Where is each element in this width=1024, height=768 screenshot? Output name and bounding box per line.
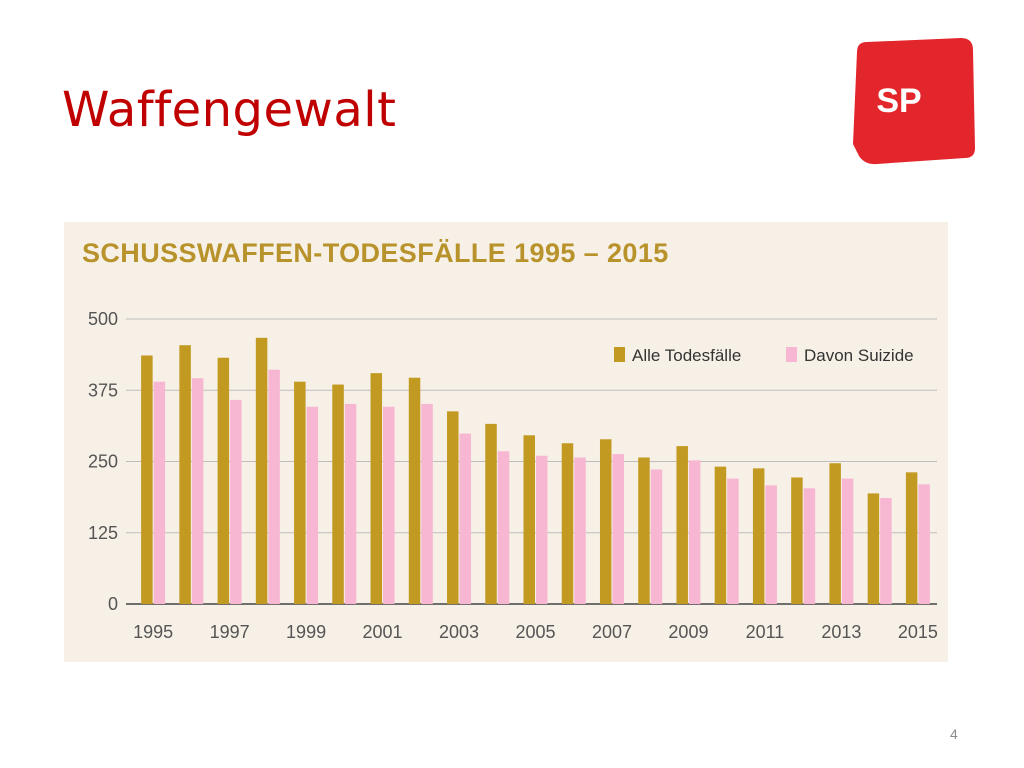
legend-label: Alle Todesfälle [632, 346, 741, 365]
bar-alle-todesfaelle [179, 345, 191, 604]
bar-alle-todesfaelle [485, 423, 497, 604]
sp-logo-text: SP [876, 82, 921, 120]
bar-davon-suizide [765, 485, 777, 604]
bar-davon-suizide [383, 406, 395, 604]
x-tick-label: 2013 [821, 622, 861, 642]
bar-alle-todesfaelle [447, 411, 459, 604]
x-tick-label: 1999 [286, 622, 326, 642]
sp-logo-shape [853, 38, 975, 165]
x-tick-label: 2009 [668, 622, 708, 642]
bar-alle-todesfaelle [829, 463, 841, 604]
bar-alle-todesfaelle [905, 472, 918, 604]
bar-davon-suizide [688, 460, 701, 604]
bar-davon-suizide [230, 399, 242, 604]
sp-logo: SP [853, 38, 975, 165]
bar-davon-suizide [803, 488, 816, 604]
bar-alle-todesfaelle [676, 446, 688, 604]
legend-swatch [786, 347, 797, 362]
bar-davon-suizide [612, 454, 624, 604]
bar-alle-todesfaelle [370, 373, 383, 604]
bar-alle-todesfaelle [332, 384, 344, 604]
x-tick-label: 2011 [746, 622, 785, 642]
bar-alle-todesfaelle [599, 439, 612, 604]
bar-davon-suizide [459, 433, 472, 604]
bar-davon-suizide [306, 406, 319, 604]
bar-alle-todesfaelle [141, 355, 153, 604]
bar-alle-todesfaelle [523, 435, 535, 604]
y-tick-label: 500 [88, 309, 118, 329]
x-tick-label: 1995 [133, 622, 173, 642]
bar-alle-todesfaelle [294, 381, 306, 604]
slide-title: Waffengewalt [62, 82, 397, 138]
x-tick-label: 2007 [592, 622, 632, 642]
bar-davon-suizide [268, 369, 280, 604]
bar-alle-todesfaelle [867, 493, 880, 604]
chart-title: SCHUSSWAFFEN-TODESFÄLLE 1995 – 2015 [82, 238, 669, 268]
y-tick-label: 125 [88, 523, 118, 543]
axes: 0 125 250 375 500 1995 1997 1999 2001 2003 2005 200… [88, 309, 938, 642]
bar-alle-todesfaelle [791, 477, 803, 604]
bar-alle-todesfaelle [408, 377, 421, 604]
y-tick-label: 375 [88, 380, 118, 400]
legend-label: Davon Suizide [804, 346, 914, 365]
x-tick-label: 1997 [210, 622, 250, 642]
y-tick-label: 250 [88, 452, 118, 472]
bar-alle-todesfaelle [638, 457, 650, 604]
bars [141, 337, 930, 604]
y-tick-label: 0 [108, 594, 118, 614]
x-tick-label: 2003 [439, 622, 479, 642]
bar-davon-suizide [880, 497, 892, 604]
x-tick-label: 2005 [515, 622, 555, 642]
bar-davon-suizide [727, 478, 739, 604]
bar-davon-suizide [650, 469, 663, 604]
x-tick-label: 2001 [363, 622, 403, 642]
bar-davon-suizide [191, 378, 204, 604]
bar-davon-suizide [421, 403, 433, 604]
legend-swatch [614, 347, 625, 362]
x-tick-label: 2015 [898, 622, 938, 642]
bar-alle-todesfaelle [217, 357, 230, 604]
bar-alle-todesfaelle [752, 468, 765, 604]
bar-davon-suizide [153, 381, 166, 604]
page-number: 4 [950, 726, 958, 742]
bar-davon-suizide [344, 403, 357, 604]
bar-davon-suizide [497, 451, 510, 604]
bar-alle-todesfaelle [255, 337, 268, 604]
bar-davon-suizide [841, 478, 854, 604]
bar-davon-suizide [536, 455, 548, 604]
legend: Alle Todesfälle Davon Suizide [614, 346, 914, 365]
bar-alle-todesfaelle [561, 443, 574, 604]
bar-davon-suizide [574, 457, 586, 604]
bar-davon-suizide [918, 484, 930, 604]
bar-alle-todesfaelle [714, 466, 727, 604]
